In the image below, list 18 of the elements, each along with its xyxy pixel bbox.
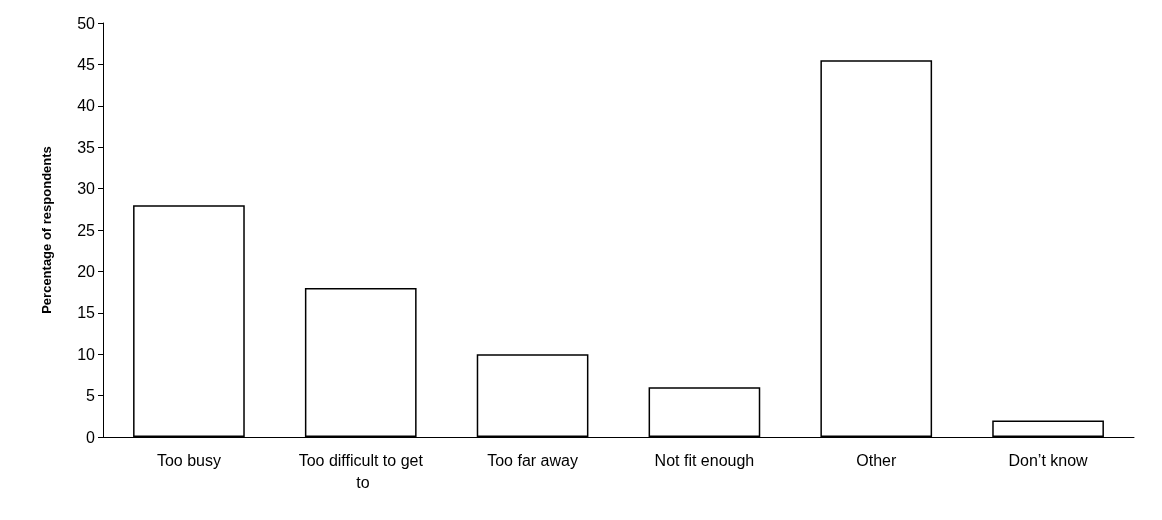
x-tick-label: Too far away (487, 451, 578, 469)
x-tick-label: Too busy (156, 451, 221, 469)
y-tick-label: 40 (77, 97, 96, 115)
y-tick-label: 20 (77, 262, 96, 280)
x-tick-label: Other (856, 451, 897, 469)
x-tick-label: Too difficult to get to (298, 451, 424, 491)
y-tick-label: 0 (86, 428, 96, 446)
y-tick-label: 10 (77, 345, 96, 363)
y-tick-label: 45 (77, 55, 96, 73)
y-axis-title: Percentage of respondents (39, 146, 54, 314)
y-tick-label: 30 (77, 180, 96, 198)
x-tick-label: Not fit enough (654, 451, 755, 469)
y-tick-label: 25 (77, 221, 96, 239)
y-tick-label: 15 (77, 304, 96, 322)
y-tick-label: 35 (77, 138, 96, 156)
x-tick-label: Don’t know (1008, 451, 1089, 469)
y-tick-label: 50 (77, 14, 96, 32)
y-tick-label: 5 (86, 387, 96, 405)
